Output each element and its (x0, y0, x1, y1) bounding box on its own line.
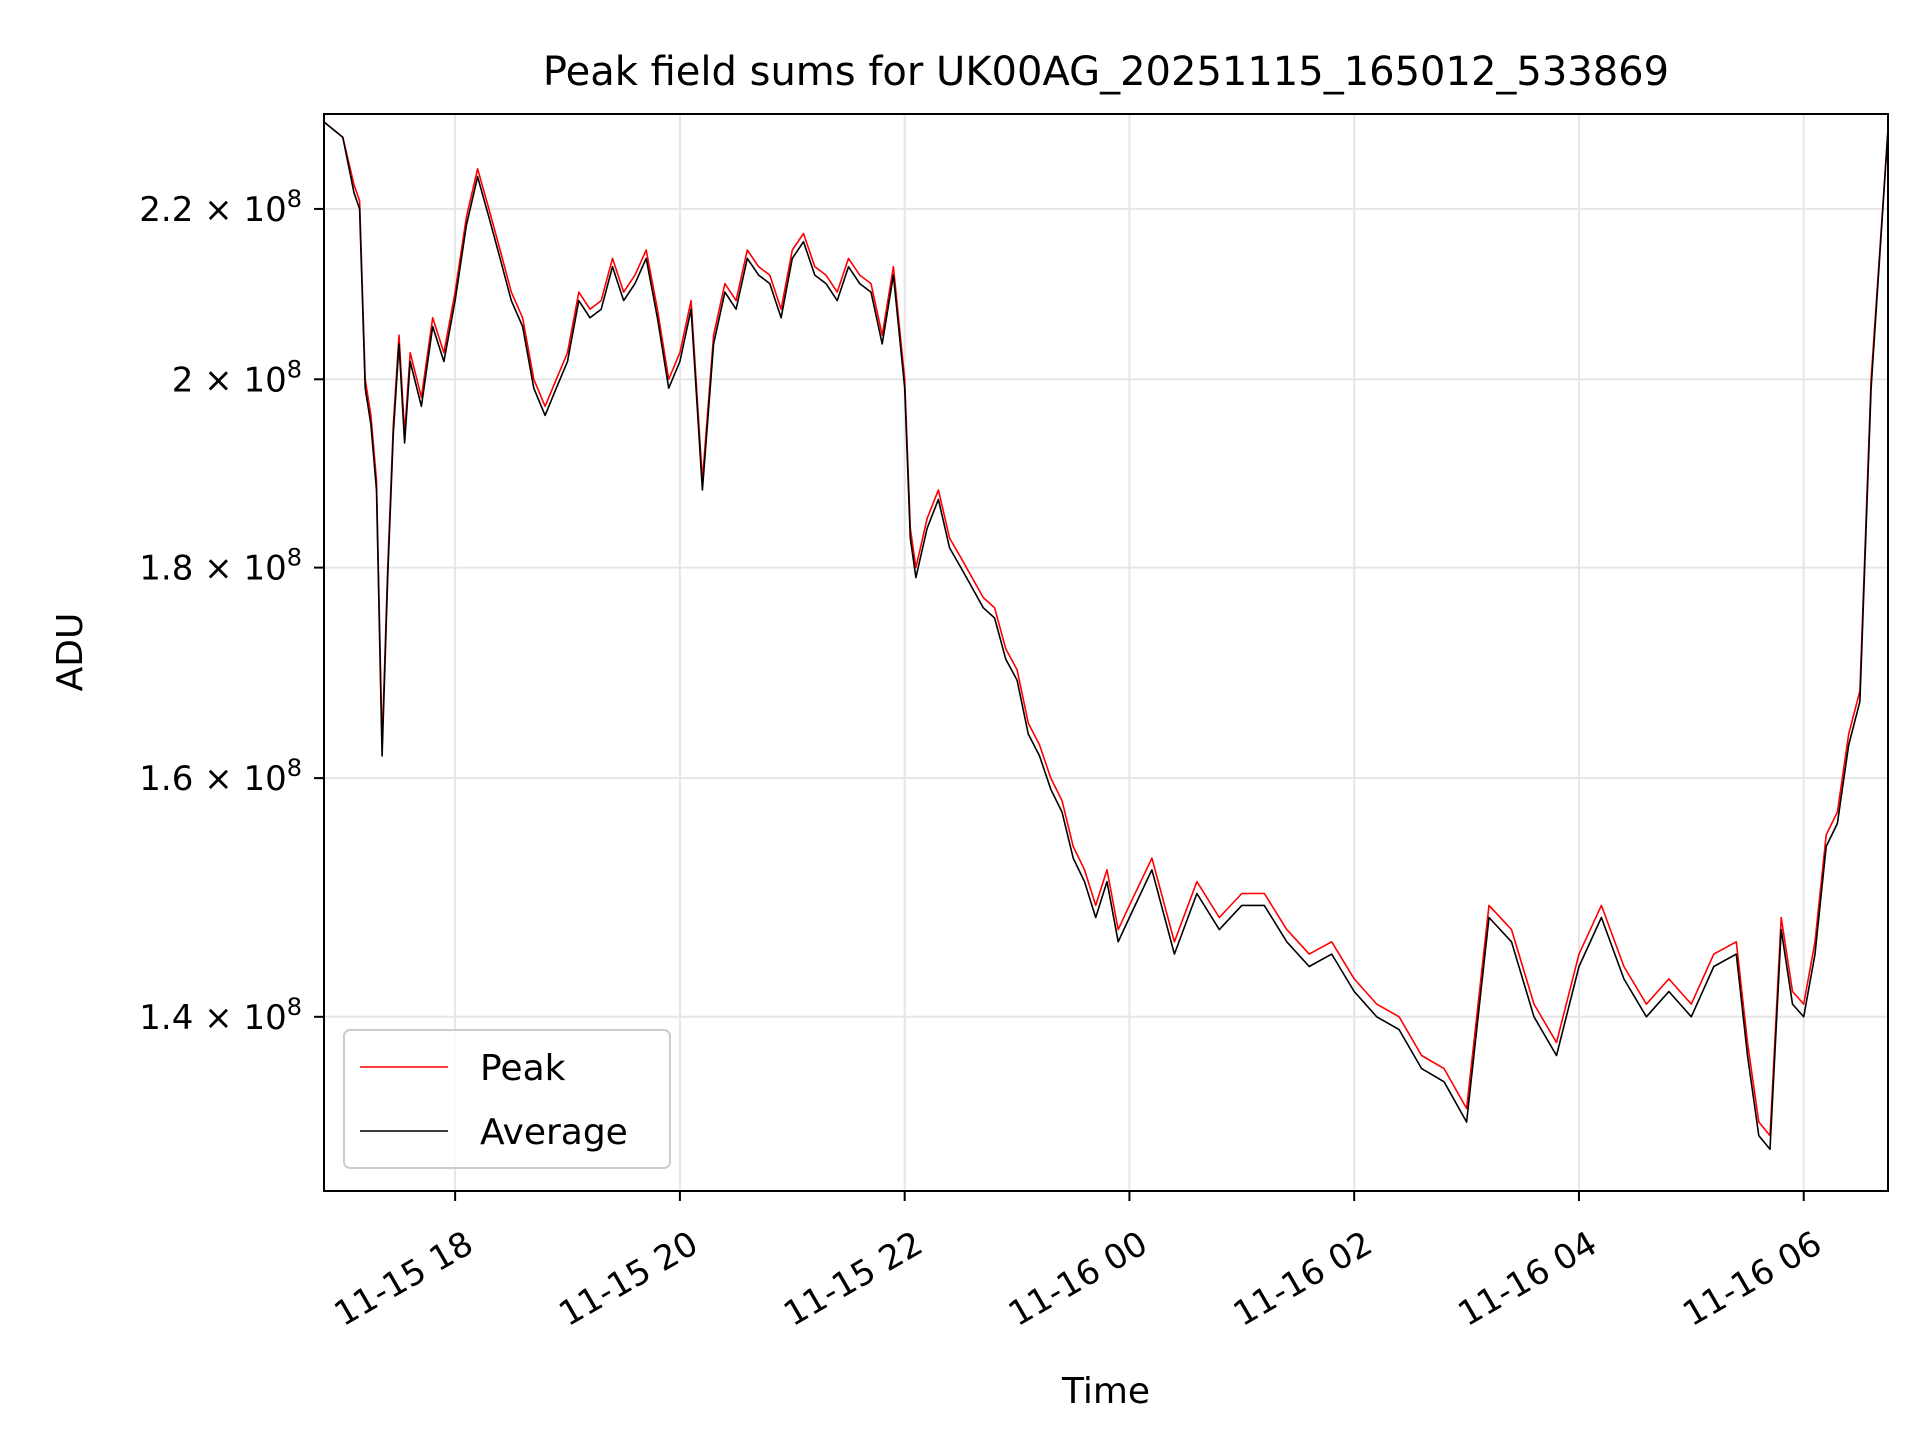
y-tick-label: 2.2 × 108 (139, 185, 302, 230)
series-line-average (324, 121, 1888, 1151)
chart-title: Peak field sums for UK00AG_20251115_1650… (543, 49, 1669, 95)
series-group (324, 121, 1888, 1151)
y-tick-label: 1.6 × 108 (139, 754, 302, 799)
legend-box (343, 1029, 671, 1169)
legend: Peak Average (343, 1029, 671, 1169)
y-axis-label: ADU (50, 613, 91, 692)
legend-label-average: Average (480, 1112, 628, 1153)
series-line-peak (324, 121, 1888, 1137)
y-tick-label: 1.4 × 108 (139, 993, 302, 1038)
plot-frame (323, 113, 1889, 1192)
gridlines (324, 114, 1888, 1191)
x-axis-label: Time (1061, 1371, 1150, 1412)
y-tick-label: 2 × 108 (172, 355, 302, 400)
y-axis-ticks: 1.4 × 108 1.6 × 108 1.8 × 108 2 × 108 2.2 × … (139, 185, 324, 1038)
legend-label-peak: Peak (480, 1048, 566, 1089)
y-tick-label: 1.8 × 108 (139, 544, 302, 589)
